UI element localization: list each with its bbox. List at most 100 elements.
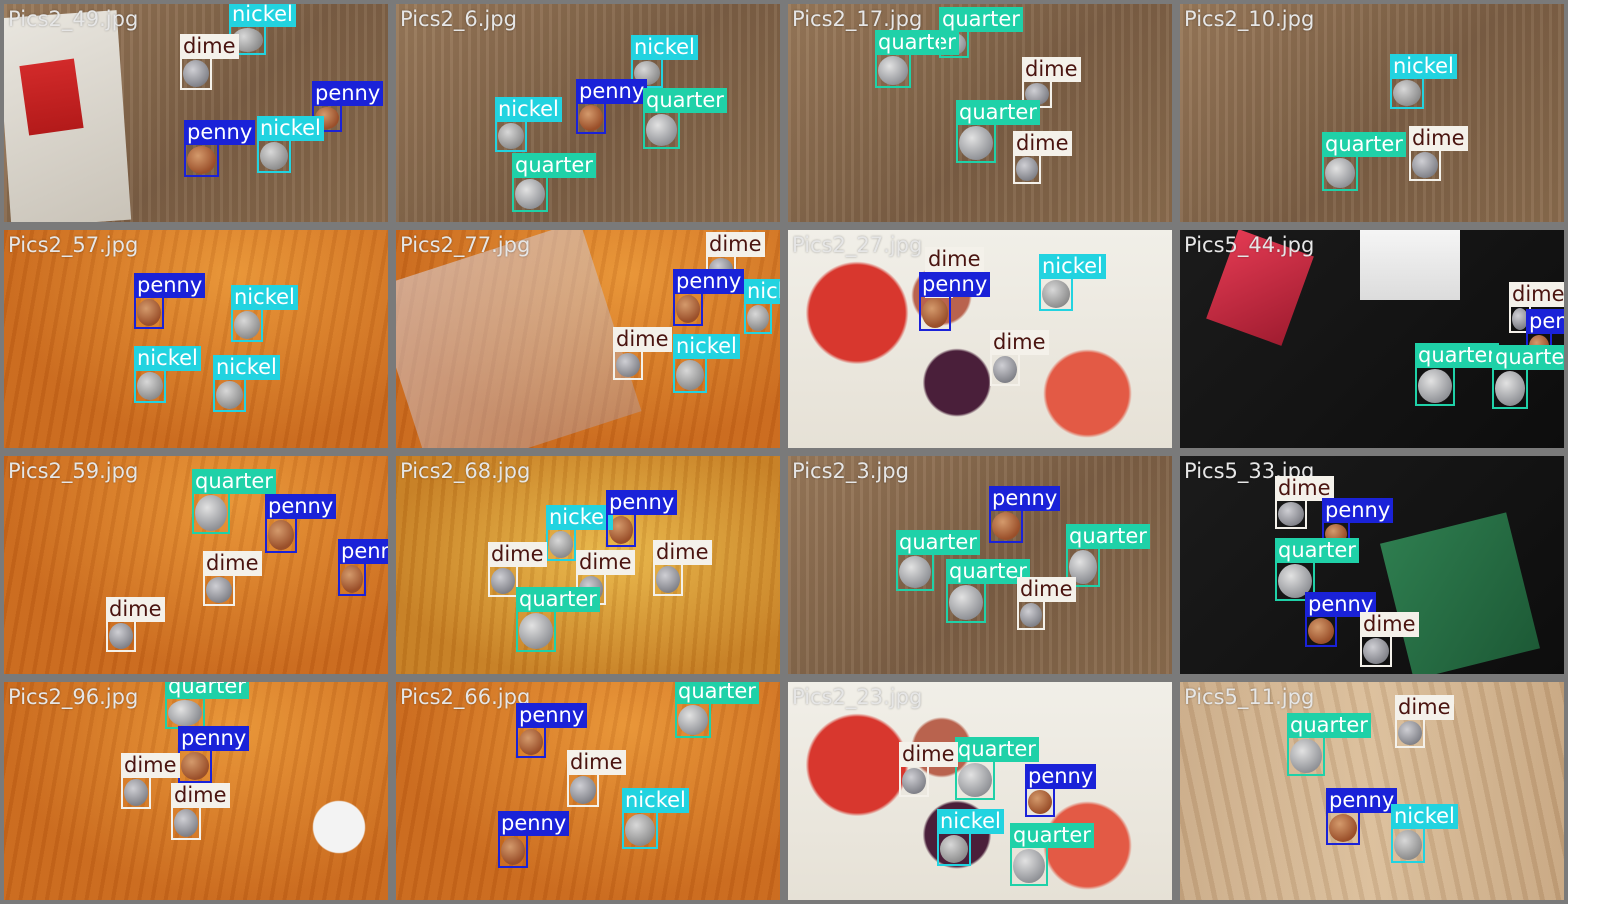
detection-box-dime: dime [567, 750, 626, 807]
detection-label: dime [488, 542, 547, 567]
image-tile: Pics2_66.jpg quarter penny dime penny nickel [392, 678, 784, 904]
image-tile: Pics2_96.jpg quarter penny dime dime [0, 678, 392, 904]
dime-coin [206, 577, 232, 603]
detection-box-quarter: quarter [675, 682, 759, 738]
detection-label: dime [1360, 612, 1419, 637]
tile-photo: Pics2_59.jpgquarterpennypennydimedime [4, 456, 388, 674]
quarter-coin [949, 585, 983, 620]
dime-coin [1412, 152, 1438, 178]
detection-label: dime [203, 551, 262, 576]
detection-box-dime: dime [1395, 695, 1454, 748]
dime-coin [570, 776, 596, 804]
detection-box-dime: dime [106, 597, 165, 652]
tile-photo: Pics2_57.jpg penny nickel nickel nickel [4, 230, 388, 448]
detection-label: dime [899, 742, 958, 767]
image-tile: Pics2_77.jpgdimepennynickeldimenickel [392, 226, 784, 452]
detection-box-dime: dime [1275, 476, 1334, 529]
detection-label: penny [606, 490, 678, 515]
quarter-coin [1418, 369, 1452, 403]
dime-coin [1278, 502, 1304, 526]
dime-coin [1363, 638, 1389, 664]
detection-box-quarter: quarter [165, 682, 249, 729]
detection-label: quarter [1415, 343, 1499, 368]
detection-label: nickel [546, 505, 613, 530]
penny-coin [1028, 790, 1052, 814]
detection-box-quarter: quarter [955, 737, 1039, 800]
quarter-coin [899, 556, 931, 588]
tile-filename: Pics2_17.jpg [792, 7, 923, 31]
detection-box-quarter: quarter [956, 100, 1040, 163]
detection-label: quarter [1287, 713, 1371, 738]
detection-label: quarter [955, 737, 1039, 762]
detection-label: dime [1409, 126, 1468, 151]
detection-label: penny [184, 120, 256, 145]
detection-box-dime: dime [1360, 612, 1419, 667]
tile-filename: Pics2_59.jpg [8, 459, 139, 483]
detection-box-quarter: quarter [875, 30, 959, 88]
detection-label: dime [653, 540, 712, 565]
detection-label: dime [121, 753, 180, 778]
dime-coin [1512, 308, 1528, 330]
detection-box-penny: penny [338, 539, 388, 596]
detection-box-dime: dime [171, 783, 230, 840]
detection-label: dime [1275, 476, 1334, 501]
detection-label: nickel [134, 346, 201, 371]
tile-photo: Pics2_10.jpg nickel quarter dime [1180, 4, 1564, 222]
tile-photo: Pics2_66.jpg quarter penny dime penny nickel [396, 682, 780, 900]
detection-label: quarter [1010, 823, 1094, 848]
dime-coin [656, 566, 680, 593]
detection-label: nickel [1391, 804, 1458, 829]
detection-box-nickel: nickel [1039, 254, 1106, 311]
tile-filename: Pics2_27.jpg [792, 233, 923, 257]
image-tile: Pics2_6.jpg nickel penny quarter nickel quart… [392, 0, 784, 226]
nickel-coin [234, 311, 260, 339]
detection-label: quarter [165, 682, 249, 699]
quarter-coin [958, 763, 992, 797]
detection-box-quarter: quarter [946, 559, 1030, 623]
quarter-coin [1325, 158, 1355, 188]
dime-coin [174, 809, 198, 837]
tile-filename: Pics2_3.jpg [792, 459, 909, 483]
tile-photo: Pics2_6.jpg nickel penny quarter nickel quart… [396, 4, 780, 222]
detection-label: nickel [744, 279, 780, 304]
detection-box-penny: penny [1025, 764, 1097, 817]
tile-photo: Pics2_68.jpg nickel penny dime dime dime quart… [396, 456, 780, 674]
detection-label: penny [1025, 764, 1097, 789]
detection-label: dime [1017, 577, 1076, 602]
detection-box-quarter: quarter [643, 88, 727, 149]
detection-box-nickel: nickel [1391, 804, 1458, 863]
penny-coin [137, 299, 161, 326]
detection-label: quarter [1066, 524, 1150, 549]
tile-filename: Pics5_44.jpg [1184, 233, 1315, 257]
dime-coin [183, 60, 209, 87]
detection-box-penny: penny [919, 272, 991, 331]
detection-label: penny [265, 494, 337, 519]
detection-label: penny [312, 81, 384, 106]
detection-label: quarter [875, 30, 959, 55]
quarter-coin [1290, 739, 1322, 773]
detection-box-penny: penny [184, 120, 256, 177]
quarter-coin [519, 613, 553, 649]
detection-box-dime: dime [1017, 577, 1076, 630]
detection-box-dime: dime [180, 34, 239, 90]
detection-label: nickel [257, 116, 324, 141]
detection-box-quarter: quarter [1287, 713, 1371, 776]
tile-filename: Pics2_96.jpg [8, 685, 139, 709]
detection-box-nickel: nickel [257, 116, 324, 173]
detection-box-dime: dime [576, 550, 635, 605]
detection-box-nickel: nickel [622, 788, 689, 849]
image-tile: Pics2_23.jpg quarter dime penny nickel quarte… [784, 678, 1176, 904]
detection-box-nickel: nickel [134, 346, 201, 403]
penny-coin [268, 520, 294, 550]
dime-coin [993, 356, 1017, 383]
tile-filename: Pics2_68.jpg [400, 459, 531, 483]
detection-label: quarter [956, 100, 1040, 125]
detection-box-quarter: quarter [896, 530, 980, 591]
detection-box-nickel: nickel [1390, 54, 1457, 109]
image-tile: Pics5_11.jpg quarter dime penny nickel [1176, 678, 1568, 904]
detection-box-penny: penny [134, 273, 206, 329]
detection-label: quarter [946, 559, 1030, 584]
nickel-coin [1393, 80, 1421, 106]
tile-filename: Pics2_57.jpg [8, 233, 139, 257]
